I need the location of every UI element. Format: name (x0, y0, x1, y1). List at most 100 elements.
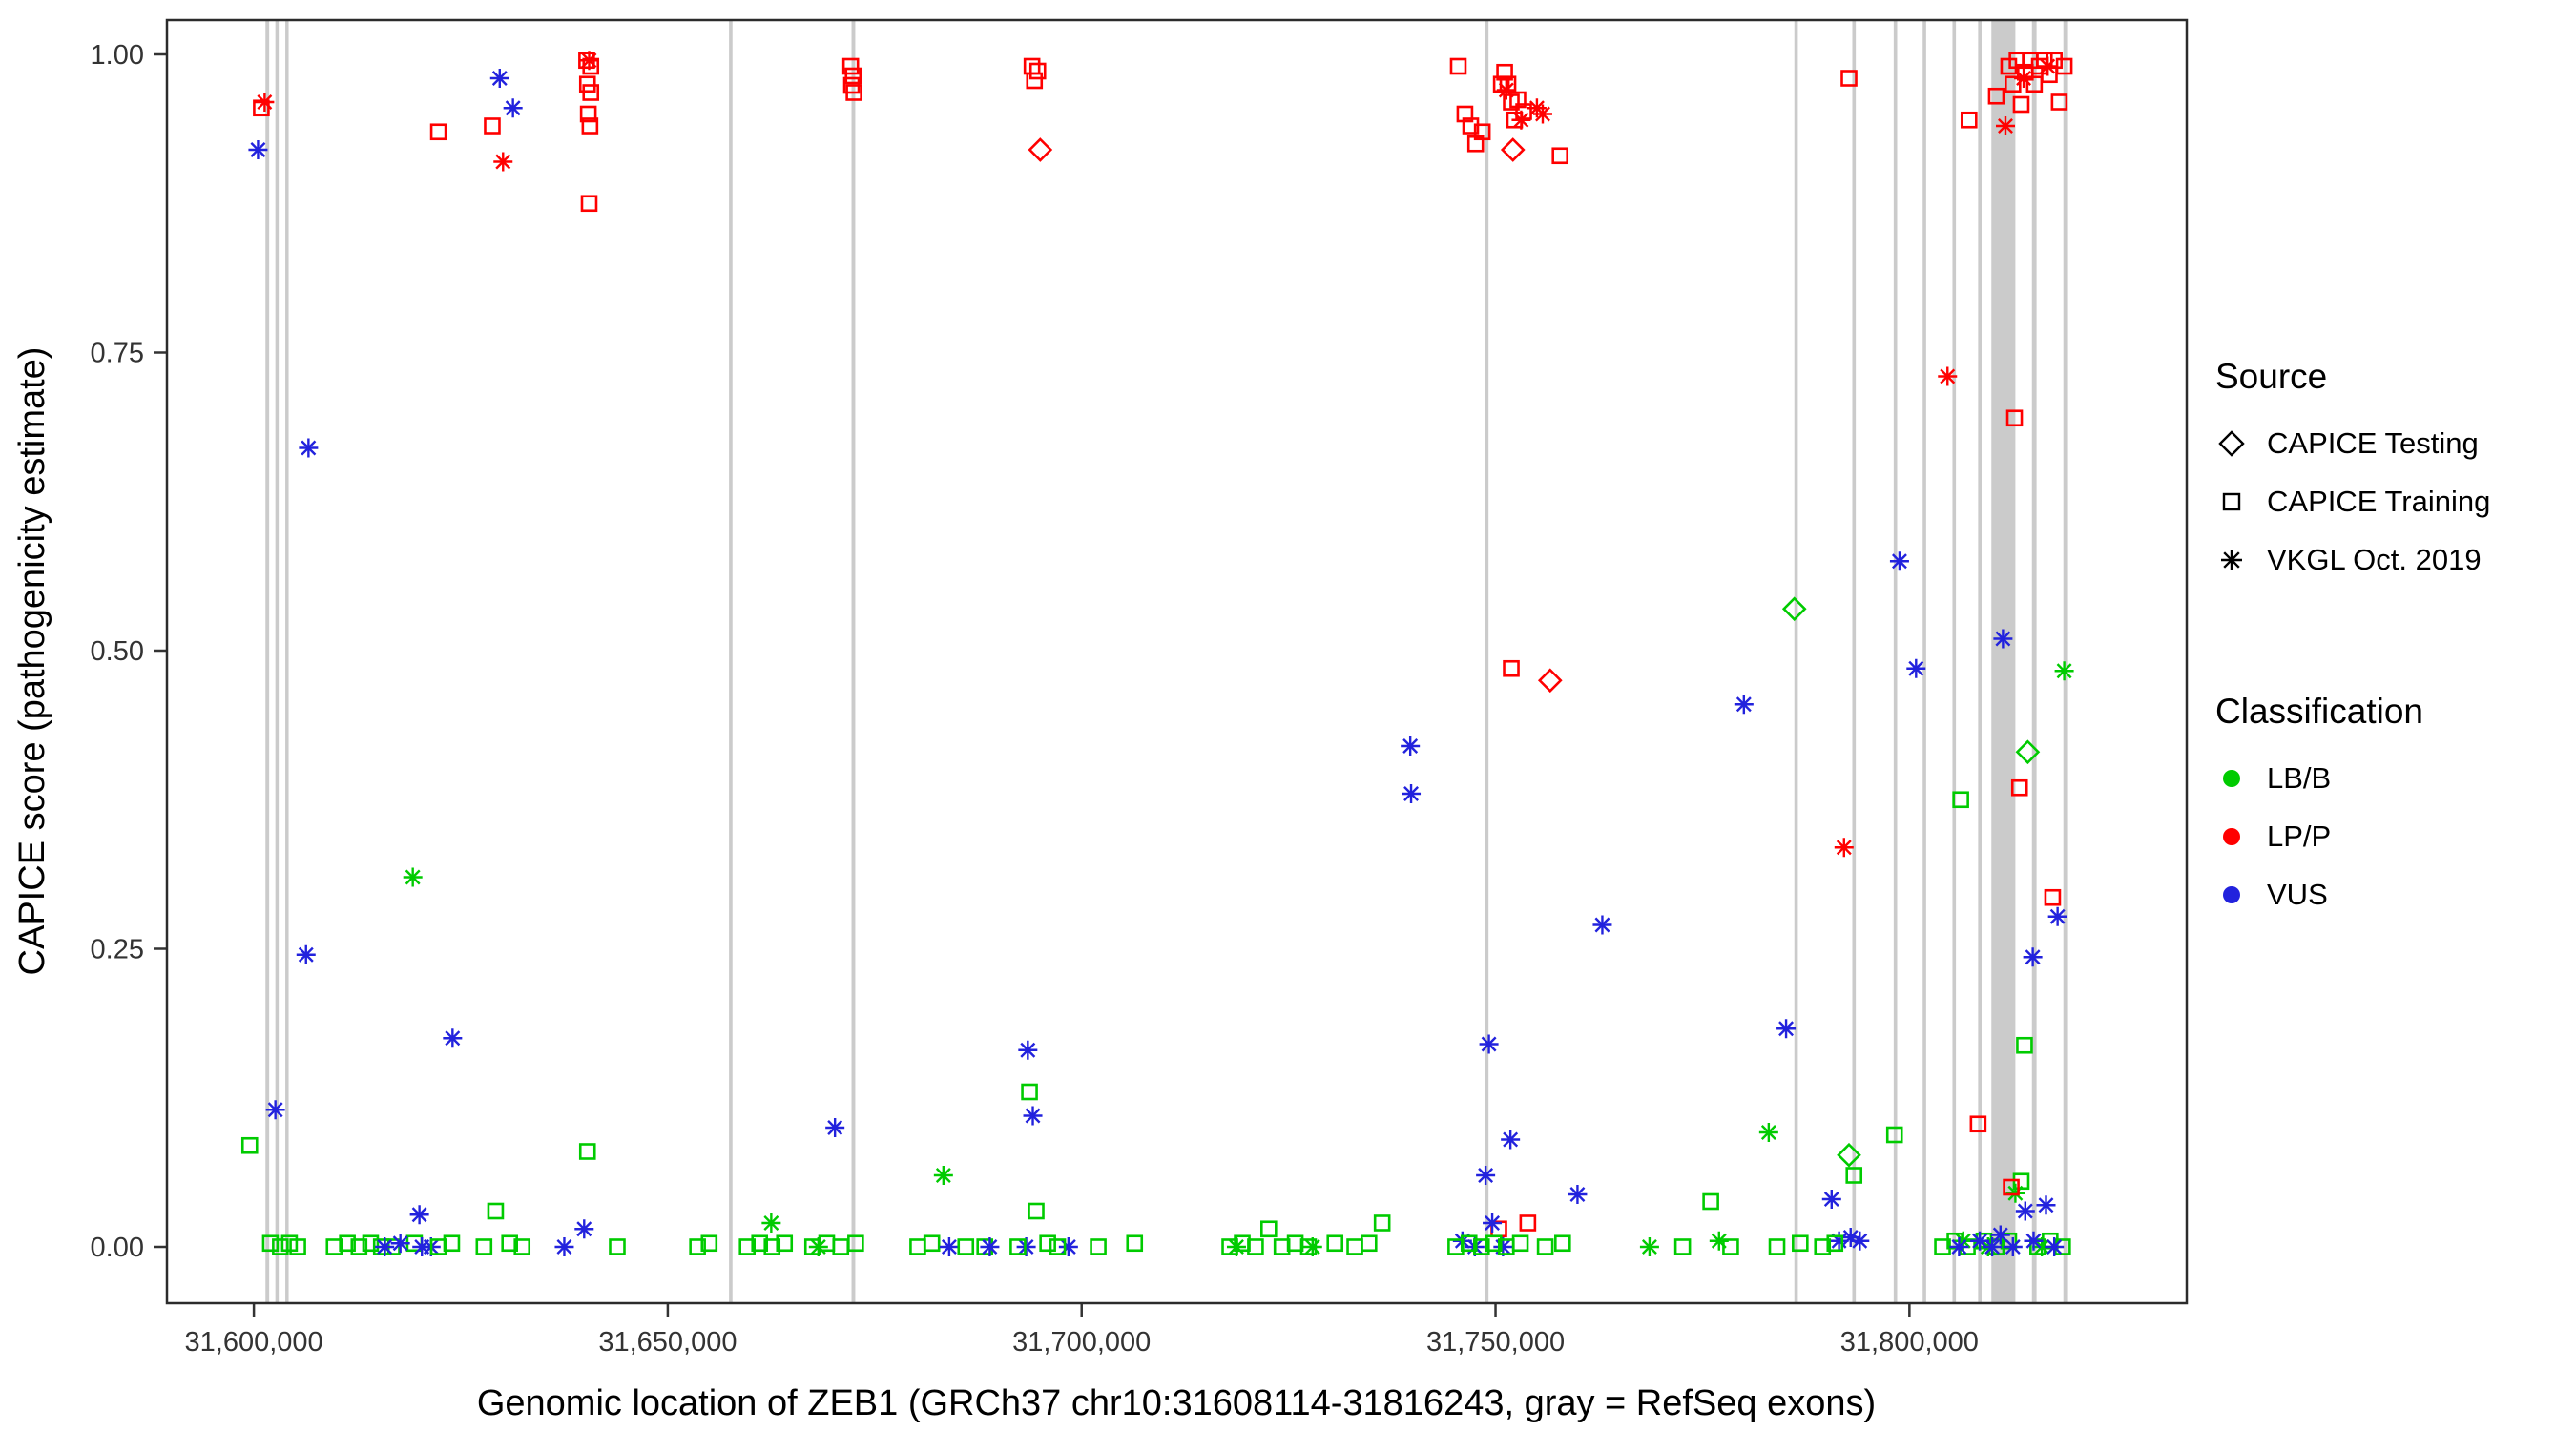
exon-band (1952, 20, 1957, 1303)
legend-item-label: LP/P (2267, 819, 2332, 853)
legend-item-capice-training: CAPICE Training (2215, 472, 2568, 530)
data-point (2004, 75, 2022, 93)
exon-band (1922, 20, 1926, 1303)
data-point (1781, 596, 1807, 622)
exon-band (1991, 20, 2016, 1303)
data-point (1826, 1234, 1844, 1253)
data-point (776, 1234, 794, 1253)
data-point (825, 1118, 845, 1137)
vus-dot-icon (2223, 885, 2240, 903)
data-point (1952, 791, 1969, 809)
x-tick-label: 31,650,000 (598, 1327, 737, 1358)
data-point (1009, 1238, 1027, 1255)
data-point (240, 1136, 259, 1154)
data-point (403, 867, 423, 887)
data-point (493, 152, 513, 172)
data-point (265, 1100, 285, 1120)
data-point (1090, 1238, 1107, 1255)
data-point (1949, 1237, 1969, 1256)
data-point (390, 1234, 410, 1254)
data-point (1993, 629, 2013, 649)
data-point (939, 1237, 959, 1256)
data-point (2038, 56, 2058, 76)
data-point (1776, 1019, 1797, 1039)
square-icon (2215, 486, 2248, 518)
legend-item-label: VKGL Oct. 2019 (2267, 542, 2482, 576)
data-point (1023, 57, 1041, 75)
legend-classification-section: Classification LB/B LP/P VUS (2215, 690, 2568, 923)
data-point (443, 1234, 461, 1253)
data-point (1026, 72, 1044, 90)
data-point (1483, 1213, 1503, 1233)
data-point (582, 84, 600, 101)
data-point (1028, 62, 1047, 80)
data-point (1983, 1237, 2003, 1256)
data-point (841, 57, 860, 75)
data-point (1537, 668, 1563, 694)
data-point (2015, 1201, 2035, 1221)
data-point (1554, 1234, 1571, 1253)
data-point (1536, 1238, 1554, 1255)
y-tick-label: 0.00 (91, 1233, 144, 1263)
legend-item-label: LB/B (2267, 760, 2332, 795)
data-point (1401, 736, 1421, 756)
data-point (272, 1238, 289, 1255)
data-point (475, 1238, 493, 1255)
y-tick-label: 0.75 (91, 339, 144, 369)
data-point (339, 1234, 356, 1253)
data-point (1503, 659, 1520, 677)
data-point (1018, 1040, 1038, 1060)
y-tick-label: 0.25 (91, 935, 144, 965)
exon-band (1485, 20, 1489, 1303)
data-point (1821, 1190, 1841, 1209)
data-point (761, 1213, 781, 1233)
legend-item-label: VUS (2267, 877, 2328, 911)
data-point (2012, 95, 2030, 114)
lbb-dot-icon (2223, 769, 2240, 787)
x-tick-label: 31,750,000 (1426, 1327, 1565, 1358)
exon-band (1794, 20, 1798, 1303)
data-point (2010, 778, 2028, 797)
data-point (1473, 123, 1491, 141)
x-axis-title: Genomic location of ZEB1 (GRCh37 chr10:3… (477, 1383, 1876, 1423)
exon-band (729, 20, 733, 1303)
data-point (689, 1238, 706, 1255)
data-point (1460, 1234, 1478, 1253)
data-point (2050, 93, 2068, 111)
data-point (1734, 695, 1754, 715)
x-tick-label: 31,800,000 (1840, 1327, 1979, 1358)
data-point (1885, 1126, 1903, 1144)
data-point (1496, 63, 1513, 81)
y-axis-title: CAPICE score (pathogenicity estimate) (12, 347, 52, 976)
data-point (489, 69, 509, 88)
data-point (503, 98, 523, 118)
data-point (1501, 1130, 1521, 1150)
data-point (1126, 1234, 1144, 1253)
data-point (1402, 784, 1422, 803)
data-point (1028, 1202, 1045, 1220)
data-point (1023, 1106, 1043, 1126)
panel-border (165, 18, 2189, 1305)
data-point (1722, 1238, 1739, 1255)
legend-source-title: Source (2215, 357, 2328, 396)
data-point (2023, 947, 2043, 967)
data-point (1792, 1234, 1809, 1253)
data-point (845, 84, 862, 101)
data-point (429, 123, 447, 141)
x-tick-label: 31,600,000 (185, 1327, 323, 1358)
legend: Source CAPICE Testing CAPICE Training (2215, 355, 2568, 923)
exon-band (2063, 20, 2068, 1303)
data-point (579, 105, 597, 123)
data-point (1479, 1034, 1499, 1054)
data-point (248, 140, 268, 159)
data-point (409, 1205, 429, 1225)
data-point (1247, 1238, 1264, 1255)
data-point (261, 1234, 280, 1253)
legend-item-lpp: LP/P (2215, 807, 2568, 865)
data-point (933, 1166, 953, 1185)
legend-item-lbb: LB/B (2215, 749, 2568, 807)
data-point (2047, 906, 2067, 926)
data-point (501, 1234, 518, 1253)
data-point (1987, 87, 2005, 105)
